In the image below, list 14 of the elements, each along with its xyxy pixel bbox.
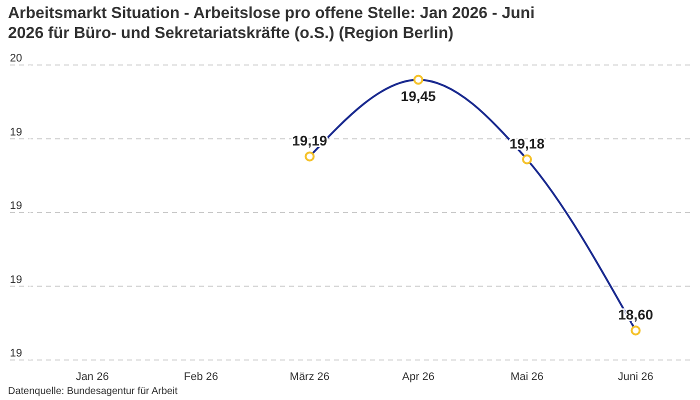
x-tick-label: Apr 26 [402, 371, 435, 383]
y-tick-label: 19 [10, 348, 22, 360]
data-label: 19,45 [400, 88, 436, 104]
x-tick-label: Jan 26 [76, 371, 109, 383]
text: Datenquelle: Bundesagentur für Arbeit [8, 386, 178, 397]
x-tick-label: Feb 26 [184, 371, 218, 383]
x-tick-label: Mai 26 [510, 371, 544, 383]
x-tick-label: März 26 [290, 371, 330, 383]
y-tick-label: 19 [10, 274, 22, 286]
y-tick-label: 19 [10, 200, 22, 212]
y-tick-label: 20 [10, 52, 22, 65]
x-tick-label: Juni 26 [618, 371, 654, 383]
y-tick-label: 19 [10, 126, 22, 138]
chart-title: Arbeitsmarkt Situation - Arbeitslose pro offene Stelle: Jan 2026 - Juni 2026 für Büro- und Sekretariatskräfte (o.S.) (Region Berlin) [8, 5, 535, 42]
